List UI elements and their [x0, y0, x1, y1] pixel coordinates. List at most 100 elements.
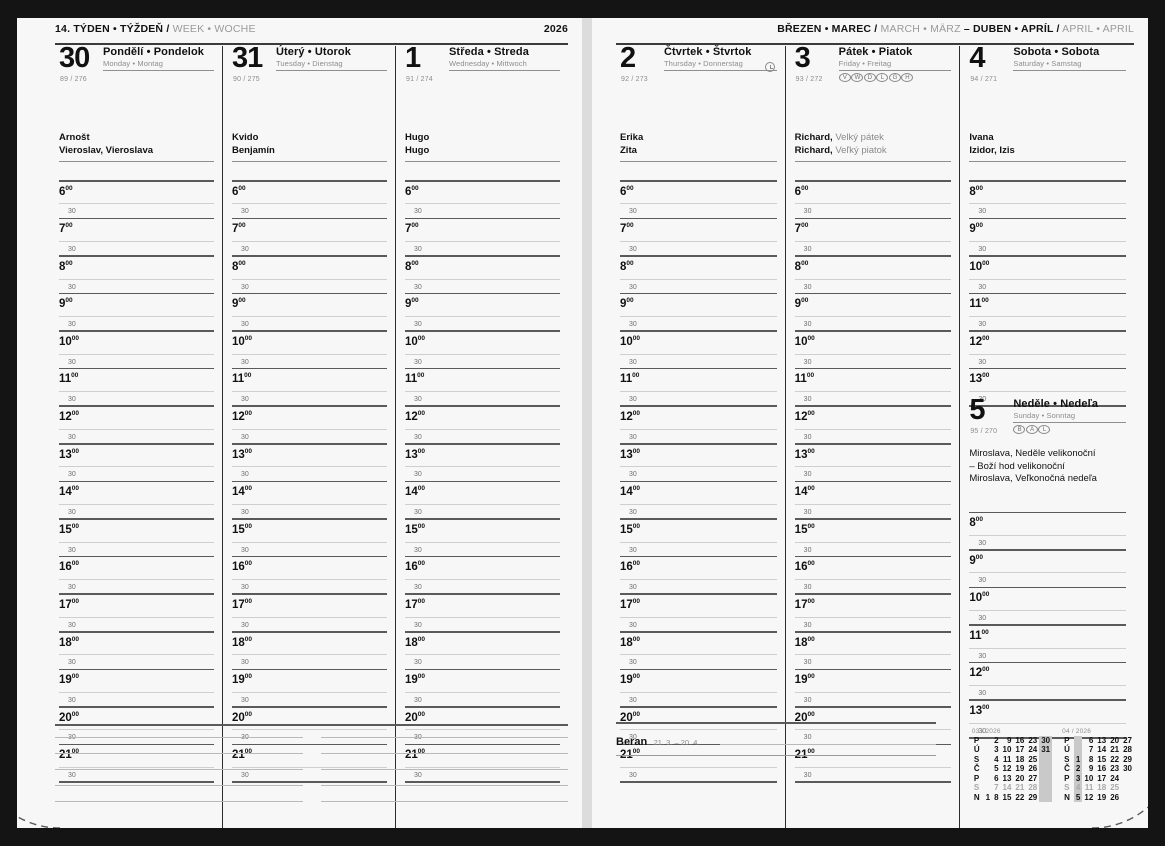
hour-slot[interactable]: 1800 [795, 633, 952, 655]
half-hour-slot[interactable]: 30 [405, 467, 560, 480]
note-line[interactable] [55, 800, 303, 802]
mini-cal-day[interactable]: 6 [1088, 735, 1094, 745]
mini-cal-day[interactable]: 18 [1015, 754, 1025, 764]
half-hour-slot[interactable]: 30 [795, 392, 952, 405]
half-hour-slot[interactable]: 30 [969, 204, 1126, 217]
hour-slot[interactable]: 1000 [232, 332, 387, 354]
half-hour-slot[interactable]: 30 [969, 649, 1126, 662]
hour-slot[interactable]: 1000 [969, 588, 1126, 610]
hour-slot[interactable]: 1000 [620, 332, 777, 354]
notes-area[interactable] [55, 724, 568, 816]
half-hour-slot[interactable]: 30 [620, 655, 777, 668]
half-hour-slot[interactable]: 30 [969, 536, 1126, 549]
mini-cal-day[interactable]: 17 [1097, 773, 1107, 783]
notes-column[interactable] [55, 736, 303, 817]
hour-slot[interactable]: 800 [620, 257, 777, 279]
mini-cal-day[interactable]: 22 [1110, 754, 1120, 764]
hour-slot[interactable]: 1100 [232, 369, 387, 391]
mini-cal-day[interactable]: 24 [1028, 745, 1038, 754]
half-hour-slot[interactable]: 30 [232, 242, 387, 255]
hour-slot[interactable]: 1400 [620, 482, 777, 504]
hour-slot[interactable]: 1800 [59, 633, 214, 655]
mini-cal-day[interactable] [984, 783, 992, 793]
mini-cal-day[interactable]: 20 [1110, 735, 1120, 745]
half-hour-slot[interactable]: 30 [232, 280, 387, 293]
hour-slot[interactable]: 1600 [405, 557, 560, 579]
mini-cal-day[interactable]: 19 [1097, 792, 1107, 802]
hour-slot[interactable]: 900 [405, 294, 560, 316]
mini-cal-day[interactable]: 11 [1002, 754, 1012, 764]
half-hour-slot[interactable]: 30 [795, 467, 952, 480]
mini-cal-day[interactable] [984, 755, 992, 765]
mini-cal-day[interactable] [1121, 793, 1134, 803]
half-hour-slot[interactable]: 30 [232, 392, 387, 405]
time-grid[interactable]: 600 30 700 30 800 30 900 30 1000 30 1100 30 1200 30 13… [620, 180, 777, 783]
half-hour-slot[interactable]: 30 [405, 730, 560, 743]
hour-slot[interactable]: 900 [795, 294, 952, 316]
mini-cal-day[interactable] [1039, 783, 1053, 793]
half-hour-slot[interactable]: 30 [59, 618, 214, 631]
hour-slot[interactable]: 1200 [969, 332, 1126, 354]
half-hour-slot[interactable]: 30 [232, 543, 387, 556]
note-line[interactable] [55, 768, 303, 770]
mini-cal-day[interactable]: 3 [1073, 773, 1083, 783]
half-hour-slot[interactable]: 30 [405, 505, 560, 518]
half-hour-slot[interactable]: 30 [795, 655, 952, 668]
mini-cal-day[interactable]: 17 [1015, 745, 1025, 754]
hour-slot[interactable]: 900 [969, 219, 1126, 241]
mini-cal-day[interactable] [984, 745, 992, 755]
hour-slot[interactable]: 1500 [405, 520, 560, 542]
half-hour-slot[interactable]: 30 [795, 355, 952, 368]
mini-cal-day[interactable]: 5 [1073, 792, 1083, 802]
mini-cal-day[interactable] [1039, 773, 1053, 783]
mini-cal-day[interactable]: 22 [1015, 792, 1025, 802]
mini-cal-day[interactable]: 14 [1097, 745, 1107, 754]
hour-slot[interactable]: 1000 [405, 332, 560, 354]
note-line[interactable] [55, 784, 303, 786]
mini-cal-day[interactable]: 8 [994, 792, 999, 802]
half-hour-slot[interactable]: 30 [405, 768, 560, 781]
mini-cal-day[interactable] [1121, 783, 1134, 793]
mini-cal-day[interactable]: 10 [1084, 773, 1094, 783]
hour-slot[interactable]: 1700 [232, 595, 387, 617]
hour-slot[interactable]: 1100 [969, 294, 1126, 316]
mini-cal-day[interactable]: 12 [1084, 792, 1094, 802]
hour-slot[interactable]: 1000 [59, 332, 214, 354]
hour-slot[interactable]: 2000 [232, 708, 387, 730]
mini-cal-day[interactable]: 30 [1039, 735, 1053, 745]
hour-slot[interactable]: 2000 [59, 708, 214, 730]
zodiac-strip[interactable]: Beran 21. 3. – 20. 4. [616, 722, 936, 756]
hour-slot[interactable]: 2000 [620, 708, 777, 730]
mini-cal-day[interactable]: 12 [1002, 764, 1012, 773]
hour-slot[interactable]: 800 [795, 257, 952, 279]
half-hour-slot[interactable]: 30 [59, 204, 214, 217]
half-hour-slot[interactable]: 30 [405, 242, 560, 255]
hour-slot[interactable]: 600 [620, 182, 777, 204]
mini-cal-day[interactable]: 15 [1002, 792, 1012, 802]
half-hour-slot[interactable]: 30 [795, 618, 952, 631]
half-hour-slot[interactable]: 30 [59, 730, 214, 743]
half-hour-slot[interactable]: 30 [232, 768, 387, 781]
half-hour-slot[interactable]: 30 [795, 204, 952, 217]
note-line[interactable] [55, 736, 303, 738]
mini-cal-day[interactable]: 11 [1084, 783, 1094, 792]
half-hour-slot[interactable]: 30 [969, 242, 1126, 255]
mini-cal-day[interactable] [984, 774, 992, 784]
half-hour-slot[interactable]: 30 [405, 618, 560, 631]
mini-cal-day[interactable]: 6 [994, 773, 999, 783]
half-hour-slot[interactable]: 30 [59, 430, 214, 443]
mini-cal-day[interactable]: 13 [1097, 735, 1107, 745]
half-hour-slot[interactable]: 30 [232, 730, 387, 743]
half-hour-slot[interactable]: 30 [620, 467, 777, 480]
hour-slot[interactable]: 1300 [795, 445, 952, 467]
hour-slot[interactable]: 1100 [795, 369, 952, 391]
mini-cal-day[interactable]: 30 [1123, 764, 1132, 773]
mini-cal-day[interactable]: 25 [1028, 754, 1038, 764]
mini-cal-day[interactable]: 18 [1097, 783, 1107, 792]
time-grid[interactable]: 600 30 700 30 800 30 900 30 1000 30 1100 30 1200 30 13… [59, 180, 214, 783]
mini-cal-day[interactable] [1039, 764, 1053, 774]
mini-cal-day[interactable]: 23 [1110, 764, 1120, 773]
half-hour-slot[interactable]: 30 [232, 655, 387, 668]
hour-slot[interactable]: 600 [795, 182, 952, 204]
mini-cal-day[interactable]: 1 [1073, 754, 1083, 764]
